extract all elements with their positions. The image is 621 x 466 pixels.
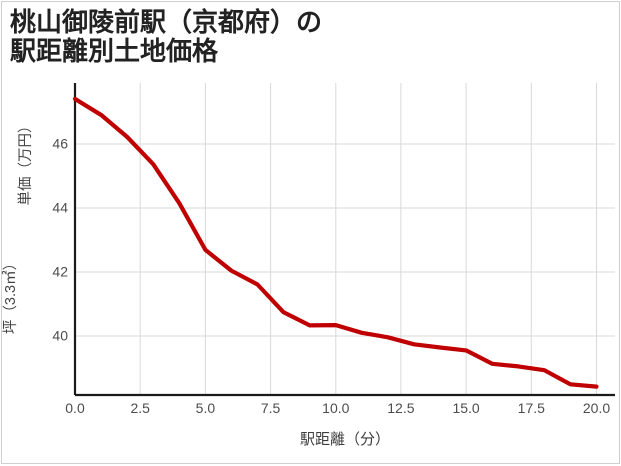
svg-text:坪（3.3㎡）: 坪（3.3㎡） [2,256,19,334]
svg-text:5.0: 5.0 [196,400,216,416]
svg-text:46: 46 [52,136,68,152]
svg-text:44: 44 [52,200,68,216]
svg-text:2.5: 2.5 [130,400,150,416]
svg-text:40: 40 [52,328,68,344]
svg-text:42: 42 [52,264,68,280]
svg-text:20.0: 20.0 [583,400,610,416]
svg-text:駅距離（分）: 駅距離（分） [300,430,390,448]
svg-text:7.5: 7.5 [261,400,281,416]
svg-text:17.5: 17.5 [518,400,545,416]
svg-text:10.0: 10.0 [322,400,349,416]
svg-text:15.0: 15.0 [452,400,479,416]
svg-text:単価（万円）: 単価（万円） [17,119,34,206]
svg-text:0.0: 0.0 [65,400,85,416]
svg-text:12.5: 12.5 [387,400,414,416]
